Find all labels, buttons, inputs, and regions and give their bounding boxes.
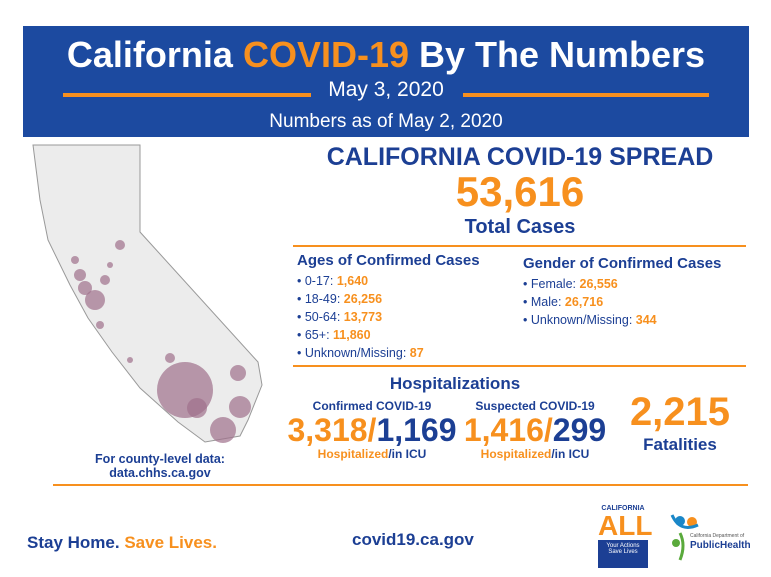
county-bubble xyxy=(107,262,113,268)
divider xyxy=(293,245,746,247)
ages-section: Ages of Confirmed Cases 0-17: 1,64018-49… xyxy=(297,252,480,362)
website-link[interactable]: covid19.ca.gov xyxy=(352,530,474,549)
header-banner: California COVID-19 By The Numbers May 3… xyxy=(23,26,749,137)
item-label: Female: xyxy=(530,277,577,291)
list-item: 18-49: 26,256 xyxy=(297,290,480,308)
item-value: 344 xyxy=(635,313,657,327)
county-data-link[interactable]: data.chhs.ca.gov xyxy=(109,466,211,480)
county-bubble xyxy=(210,417,236,443)
county-bubble xyxy=(71,256,79,264)
county-bubble xyxy=(85,290,105,310)
divider xyxy=(63,93,311,97)
california-all-logo: CALIFORNIA ALL Your Actions Save Lives xyxy=(598,505,653,568)
slogan-part: Stay Home. xyxy=(27,533,120,552)
logo-text: Your Actions Save Lives xyxy=(598,540,648,568)
item-label: Unknown/Missing: xyxy=(530,313,633,327)
item-value: 1,640 xyxy=(336,274,369,288)
item-label: 50-64: xyxy=(304,310,341,324)
item-value: 26,556 xyxy=(579,277,618,291)
cdph-logo: California Department of PublicHealth xyxy=(670,505,760,565)
fatalities-value: 2,215 xyxy=(629,390,731,434)
list-item: Female: 26,556 xyxy=(523,275,721,293)
county-bubble xyxy=(96,321,104,329)
item-label: Male: xyxy=(530,295,562,309)
confirmed-label: Confirmed COVID-19 xyxy=(312,399,432,413)
divider xyxy=(293,365,746,367)
icu-word: /in ICU xyxy=(551,447,590,461)
list-item: 0-17: 1,640 xyxy=(297,272,480,290)
list-item: Male: 26,716 xyxy=(523,293,721,311)
county-bubble xyxy=(115,240,125,250)
icu-word: /in ICU xyxy=(388,447,427,461)
item-value: 26,716 xyxy=(564,295,604,309)
confirmed-hospitalized: 3,318 xyxy=(287,412,368,448)
california-map xyxy=(32,144,263,443)
slogan: Stay Home. Save Lives. xyxy=(27,533,217,553)
list-item: Unknown/Missing: 344 xyxy=(523,311,721,329)
suspected-icu: 299 xyxy=(552,412,607,448)
divider xyxy=(463,93,709,97)
list-item: 50-64: 13,773 xyxy=(297,308,480,326)
hospitalized-word: Hospitalized xyxy=(480,447,552,461)
county-bubble xyxy=(127,357,133,363)
hospitalized-word: Hospitalized xyxy=(317,447,389,461)
county-data-note: For county-level data: data.chhs.ca.gov xyxy=(80,452,240,480)
item-label: 0-17: xyxy=(304,274,334,288)
title-part: By The Numbers xyxy=(419,34,706,75)
spread-heading: CALIFORNIA COVID-19 SPREAD xyxy=(326,143,714,171)
logo-text: ALL xyxy=(598,510,653,541)
page-title: California COVID-19 By The Numbers xyxy=(23,34,749,76)
divider xyxy=(53,484,748,486)
fatalities-label: Fatalities xyxy=(643,435,717,454)
county-bubble xyxy=(100,275,110,285)
title-highlight: COVID-19 xyxy=(242,34,409,75)
county-bubble xyxy=(165,353,175,363)
as-of-date: Numbers as of May 2, 2020 xyxy=(269,111,503,132)
date: May 3, 2020 xyxy=(328,78,444,101)
list-item: 65+: 11,860 xyxy=(297,326,480,344)
ages-heading: Ages of Confirmed Cases xyxy=(297,252,480,269)
county-bubble xyxy=(187,398,207,418)
county-note-text: For county-level data: xyxy=(95,452,225,466)
suspected-label: Suspected COVID-19 xyxy=(475,399,595,413)
item-label: 18-49: xyxy=(304,292,341,306)
fatalities: 2,215 Fatalities xyxy=(615,390,745,455)
hospitalizations-heading: Hospitalizations xyxy=(389,374,521,393)
item-value: 11,860 xyxy=(333,328,371,342)
slogan-part: Save Lives. xyxy=(124,533,217,552)
item-label: 65+: xyxy=(304,328,330,342)
item-value: 26,256 xyxy=(343,292,383,306)
total-cases-label: Total Cases xyxy=(464,216,576,238)
logo-text: PublicHealth xyxy=(690,540,751,551)
county-bubble xyxy=(78,281,92,295)
item-value: 13,773 xyxy=(343,310,383,324)
county-bubble xyxy=(229,396,251,418)
gender-heading: Gender of Confirmed Cases xyxy=(523,255,722,272)
county-bubble xyxy=(230,365,246,381)
item-value: 87 xyxy=(409,346,424,360)
item-label: Unknown/Missing: xyxy=(304,346,407,360)
confirmed-icu: 1,169 xyxy=(376,412,457,448)
logo-text: California Department of xyxy=(690,533,745,539)
gender-section: Gender of Confirmed Cases Female: 26,556… xyxy=(523,255,721,329)
county-bubble xyxy=(74,269,86,281)
suspected-hospitalizations: Suspected COVID-19 1,416/299 Hospitalize… xyxy=(450,399,620,461)
people-icon xyxy=(670,514,699,561)
list-item: Unknown/Missing: 87 xyxy=(297,344,480,362)
logo-text: CALIFORNIA xyxy=(601,505,645,512)
total-cases: 53,616 xyxy=(455,168,585,215)
suspected-hospitalized: 1,416 xyxy=(463,412,544,448)
title-part: California xyxy=(66,34,233,75)
confirmed-hospitalizations: Confirmed COVID-19 3,318/1,169 Hospitali… xyxy=(287,399,457,461)
